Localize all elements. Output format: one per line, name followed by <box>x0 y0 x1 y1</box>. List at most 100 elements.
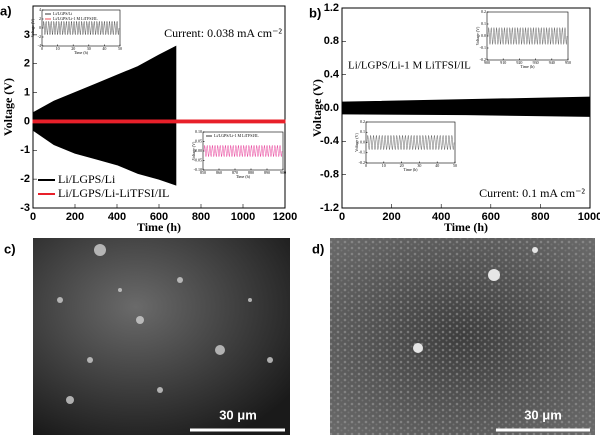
x-tick-label: 50 <box>118 46 122 51</box>
y-tick-label: -2 <box>38 34 41 39</box>
note: Li/LGPS/Li-1 M LiTFSI/IL <box>348 60 471 72</box>
x-tick-label: 920 <box>516 60 522 65</box>
y-tick-label: -0.1 <box>480 45 486 50</box>
voltage-band <box>32 45 177 186</box>
y-tick-label: 2 <box>24 58 30 70</box>
y-tick-label: 0.8 <box>324 35 339 47</box>
y-axis-label: Voltage (V) <box>30 18 35 37</box>
x-tick-label: 30 <box>87 46 91 51</box>
x-axis-label: Time (h) <box>404 167 419 172</box>
x-tick-label: 10 <box>382 163 386 168</box>
x-tick-label: 880 <box>248 170 254 175</box>
y-tick-label: -0.1 <box>359 150 365 155</box>
y-tick-label: -4 <box>38 43 41 48</box>
y-tick-label: 0 <box>39 25 41 30</box>
y-tick-label: 0.2 <box>360 119 365 124</box>
x-axis-label: Time (h) <box>137 220 181 234</box>
x-tick-label: 30 <box>417 163 421 168</box>
legend-label: Li/LGPS/Li-LiTFSI/IL <box>58 186 169 200</box>
oscillation <box>366 134 455 151</box>
x-tick-label: 0 <box>41 46 43 51</box>
x-tick-label: 1200 <box>273 211 297 223</box>
y-tick-label: -1.2 <box>320 202 339 214</box>
y-tick-label: 0.0 <box>360 139 365 144</box>
x-tick-label: 800 <box>531 211 549 223</box>
panel-label: a) <box>0 3 12 18</box>
x-tick-label: 400 <box>108 211 126 223</box>
x-tick-label: 870 <box>232 170 238 175</box>
y-tick-label: 0.4 <box>324 69 340 81</box>
scale-label: 30 μm <box>219 407 257 422</box>
x-tick-label: 910 <box>500 60 506 65</box>
oscillation <box>487 27 568 45</box>
y-tick-label: 0.1 <box>360 129 365 134</box>
y-tick-label: 0.2 <box>481 9 486 14</box>
voltage-band <box>32 119 286 124</box>
panel-label: b) <box>309 5 321 20</box>
x-axis-label: Time (h) <box>444 220 488 234</box>
y-tick-label: -0.4 <box>320 135 340 147</box>
x-tick-label: 40 <box>435 163 439 168</box>
x-tick-label: 850 <box>200 170 206 175</box>
y-tick-label: 0.0 <box>324 102 339 114</box>
y-tick-label: 0.0 <box>481 33 486 38</box>
x-tick-label: 20 <box>400 163 404 168</box>
x-axis-label: Time (h) <box>236 174 251 179</box>
sem-images: 30 μm 30 μm c) d) <box>4 238 595 435</box>
y-axis-label: Voltage (V) <box>310 79 324 137</box>
x-tick-label: 200 <box>66 211 84 223</box>
x-tick-label: 50 <box>453 163 457 168</box>
y-tick-label: -0.8 <box>320 169 339 181</box>
inset-legend-label: Li/LGPS/Li <box>53 11 73 16</box>
x-tick-label: 950 <box>565 60 571 65</box>
x-tick-label: 1000 <box>578 211 600 223</box>
particles <box>57 244 273 404</box>
panel-label: d) <box>312 241 324 256</box>
x-tick-label: 0 <box>339 211 345 223</box>
voltage-band <box>341 96 591 117</box>
x-tick-label: 940 <box>549 60 555 65</box>
texture <box>330 238 595 435</box>
annotation: Current: 0.1 mA cm⁻² <box>479 186 585 200</box>
x-tick-label: 1000 <box>231 211 255 223</box>
y-axis-label: Voltage (V) <box>475 26 480 45</box>
x-tick-label: 890 <box>264 170 270 175</box>
y-tick-label: 0.1 <box>481 21 486 26</box>
sem-image-c <box>33 238 290 435</box>
legend-label: Li/LGPS/Li <box>58 172 116 186</box>
x-tick-label: 860 <box>216 170 222 175</box>
x-tick-label: 800 <box>192 211 210 223</box>
x-tick-label: 400 <box>432 211 450 223</box>
particles <box>413 247 538 353</box>
inset-legend-label: Li/LGPS/Li-1 M LiTFSI/IL <box>53 16 98 21</box>
x-tick-label: 0 <box>30 211 36 223</box>
oscillation <box>42 20 120 36</box>
x-tick-label: 900 <box>484 60 490 65</box>
y-tick-label: -0.10 <box>194 167 202 172</box>
panel-label: c) <box>4 241 16 256</box>
y-tick-label: -0.2 <box>359 160 365 165</box>
y-tick-label: -3 <box>20 202 30 214</box>
annotation: Current: 0.038 mA cm⁻² <box>164 26 282 40</box>
scale-label: 30 μm <box>524 407 562 422</box>
x-tick-label: 20 <box>71 46 75 51</box>
y-tick-label: 0.00 <box>195 148 202 153</box>
oscillation <box>203 144 283 158</box>
y-tick-label: 1.2 <box>324 2 339 14</box>
x-tick-label: 930 <box>533 60 539 65</box>
y-axis-label: Voltage (V) <box>354 132 359 151</box>
x-tick-label: 200 <box>382 211 400 223</box>
y-tick-label: 4 <box>39 7 41 12</box>
x-tick-label: 600 <box>482 211 500 223</box>
y-tick-label: 0.10 <box>195 129 202 134</box>
y-tick-label: -0.2 <box>480 57 486 62</box>
x-tick-label: 40 <box>102 46 106 51</box>
y-axis-label: Voltage (V) <box>1 78 15 136</box>
y-tick-label: 1 <box>24 86 30 98</box>
x-tick-label: 10 <box>56 46 60 51</box>
inset-legend-label: Li/LGPS/Li-1 M LiTFSI/IL <box>214 133 259 138</box>
x-axis-label: Time (h) <box>74 50 89 55</box>
y-tick-label: 3 <box>24 29 30 41</box>
y-axis-label: Voltage (V) <box>191 141 196 160</box>
